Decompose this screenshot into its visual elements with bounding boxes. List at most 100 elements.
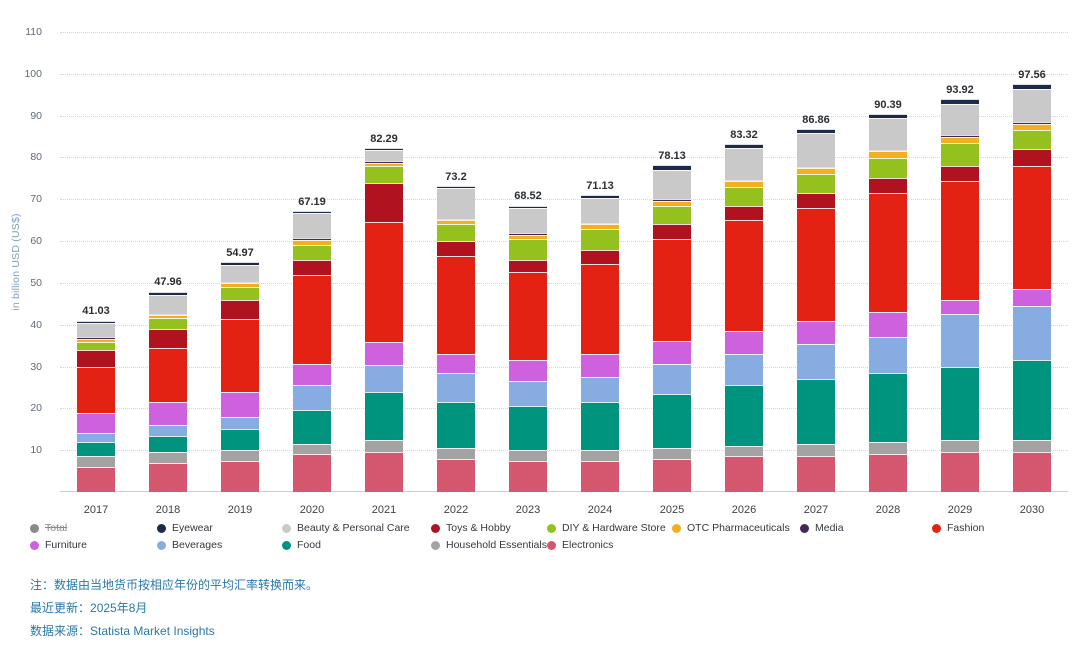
legend-item-beverages[interactable]: Beverages: [157, 539, 282, 551]
bar-segment-household-essentials: [869, 441, 907, 455]
bar-segment-beverages: [293, 385, 331, 411]
bar-group-2021: 82.29 2021: [348, 32, 420, 516]
legend-label: Food: [297, 539, 321, 551]
bar-segment-beverages: [941, 314, 979, 367]
bar-segment-beverages: [581, 377, 619, 403]
bar-segment-household-essentials: [653, 448, 691, 459]
note-updated-value: 2025年8月: [90, 601, 148, 615]
legend-item-household-essentials[interactable]: Household Essentials: [431, 539, 547, 551]
bar-segment-fashion: [725, 220, 763, 332]
diy-hardware-store-legend-dot-icon: [547, 523, 556, 533]
y-tick-label: 70: [30, 193, 42, 206]
legend-item-toys-hobby[interactable]: Toys & Hobby: [431, 522, 547, 534]
bar-segment-diy-hardware-store: [797, 174, 835, 194]
x-tick-label: 2026: [731, 504, 757, 516]
bar-segment-electronics: [1013, 452, 1051, 492]
bar-segment-media: [149, 313, 187, 316]
bar-group-2019: 54.97 2019: [204, 32, 276, 516]
bar-group-2022: 73.2 2022: [420, 32, 492, 516]
bar-segment-eyewear: [365, 147, 403, 151]
x-tick-label: 2019: [227, 504, 253, 516]
legend-item-media[interactable]: Media: [800, 522, 932, 534]
fashion-legend-dot-icon: [932, 523, 941, 533]
bar-segment-food: [653, 393, 691, 449]
bar-segment-toys-hobby: [797, 193, 835, 208]
legend-item-beauty-personal-care[interactable]: Beauty & Personal Care: [282, 522, 431, 534]
legend-item-electronics[interactable]: Electronics: [547, 539, 672, 551]
x-tick-label: 2029: [947, 504, 973, 516]
bar-total-label: 82.29: [370, 132, 398, 145]
bar-segment-household-essentials: [1013, 439, 1051, 453]
bar-segment-otc-pharmaceuticals: [77, 338, 115, 342]
bar-segment-media: [365, 160, 403, 163]
bar-segment-diy-hardware-store: [653, 205, 691, 225]
bar-segment-eyewear: [725, 143, 763, 149]
bar-segment-media: [725, 179, 763, 182]
bar-segment-electronics: [725, 456, 763, 492]
legend-item-otc-pharmaceuticals[interactable]: OTC Pharmaceuticals: [672, 522, 800, 534]
legend-label: DIY & Hardware Store: [562, 522, 666, 534]
bar-segment-beauty-personal-care: [653, 169, 691, 199]
bar-total-label: 93.92: [946, 84, 974, 97]
bar-segment-fashion: [221, 318, 259, 392]
x-axis-line: [60, 491, 1068, 492]
bar-segment-household-essentials: [581, 450, 619, 461]
bar-segment-media: [941, 134, 979, 137]
bar-segment-eyewear: [149, 291, 187, 295]
bar-segment-food: [437, 402, 475, 449]
bar-segment-toys-hobby: [77, 349, 115, 367]
bar-segment-furniture: [1013, 289, 1051, 306]
bar-segment-fashion: [1013, 165, 1051, 290]
bar-segment-beauty-personal-care: [509, 208, 547, 234]
legend-label: OTC Pharmaceuticals: [687, 522, 790, 534]
bar-segment-household-essentials: [797, 443, 835, 457]
bar-segment-beauty-personal-care: [293, 213, 331, 239]
bar-segment-media: [581, 222, 619, 225]
bar-stack: [77, 320, 115, 492]
source-link[interactable]: Statista Market Insights: [90, 624, 215, 638]
bar-segment-otc-pharmaceuticals: [941, 136, 979, 143]
bar-segment-eyewear: [653, 165, 691, 170]
x-tick-label: 2022: [443, 504, 469, 516]
y-tick-label: 10: [30, 444, 42, 457]
legend-item-furniture[interactable]: Furniture: [30, 539, 157, 551]
bar-segment-media: [509, 233, 547, 235]
bar-segment-eyewear: [581, 194, 619, 198]
x-tick-label: 2017: [83, 504, 109, 516]
bars-container: 41.03 2017 47.96 2018 54.97 2019 67.19 2020 82.2…: [60, 32, 1068, 516]
bar-segment-media: [1013, 121, 1051, 124]
legend-item-eyewear[interactable]: Eyewear: [157, 522, 282, 534]
x-tick-label: 2024: [587, 504, 613, 516]
y-tick-label: 50: [30, 276, 42, 289]
gridline: [60, 241, 1068, 243]
bar-stack: [149, 291, 187, 492]
legend-item-fashion[interactable]: Fashion: [932, 522, 1074, 534]
bar-segment-media: [437, 218, 475, 221]
legend-item-food[interactable]: Food: [282, 539, 431, 551]
food-legend-dot-icon: [282, 540, 291, 550]
bar-segment-electronics: [941, 452, 979, 492]
bar-group-2017: 41.03 2017: [60, 32, 132, 516]
bar-total-label: 78.13: [658, 150, 686, 163]
legend-item-diy-hardware-store[interactable]: DIY & Hardware Store: [547, 522, 672, 534]
bar-group-2024: 71.13 2024: [564, 32, 636, 516]
bar-segment-beauty-personal-care: [869, 118, 907, 150]
bar-segment-beverages: [725, 354, 763, 386]
legend-label: Fashion: [947, 522, 985, 534]
bar-segment-diy-hardware-store: [725, 186, 763, 206]
bar-segment-electronics: [149, 462, 187, 492]
x-tick-label: 2021: [371, 504, 397, 516]
bar-segment-eyewear: [869, 114, 907, 119]
bar-group-2025: 78.13 2025: [636, 32, 708, 516]
beauty-personal-care-legend-dot-icon: [282, 523, 291, 533]
bar-segment-beverages: [221, 416, 259, 430]
bar-stack: [509, 205, 547, 492]
bar-total-label: 73.2: [445, 170, 467, 183]
y-tick-label: 110: [25, 26, 42, 38]
bar-segment-toys-hobby: [149, 328, 187, 348]
bar-segment-electronics: [365, 452, 403, 492]
bar-segment-diy-hardware-store: [437, 224, 475, 242]
legend-label: Eyewear: [172, 522, 213, 534]
legend-item-total[interactable]: Total: [30, 522, 157, 534]
bar-segment-furniture: [365, 341, 403, 365]
